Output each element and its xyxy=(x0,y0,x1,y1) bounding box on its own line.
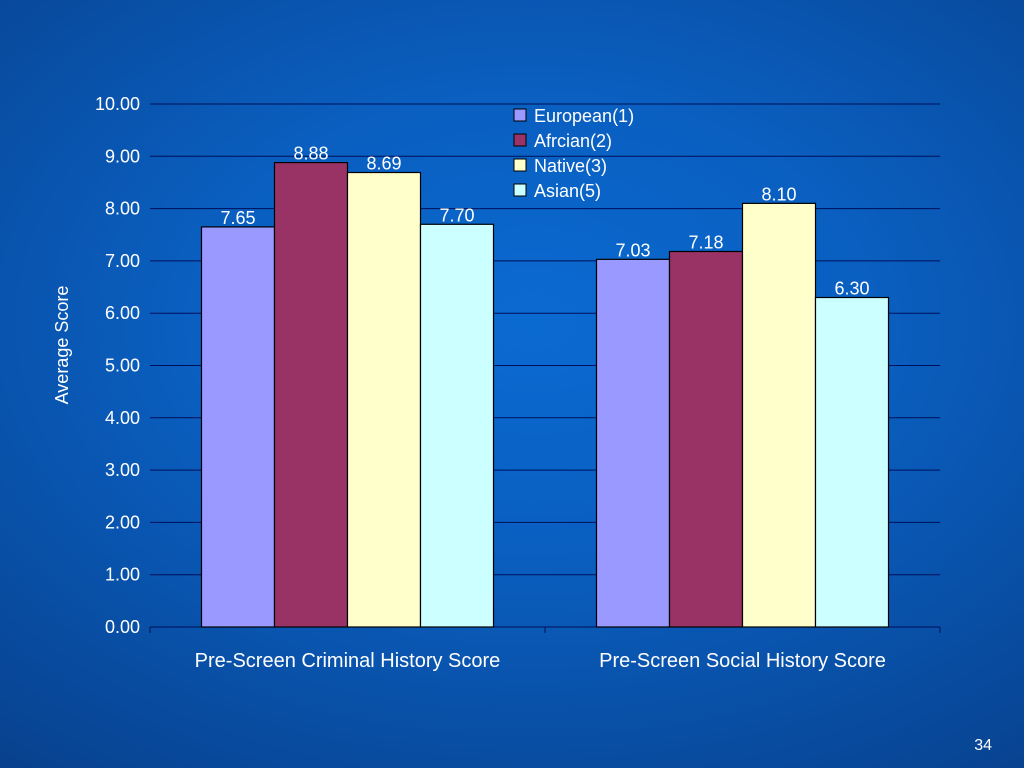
data-label: 8.69 xyxy=(366,154,401,174)
bar xyxy=(595,258,671,628)
y-axis-title: Average Score xyxy=(52,286,72,405)
data-label: 7.65 xyxy=(220,208,255,228)
legend-label: Native(3) xyxy=(534,156,607,176)
bar xyxy=(419,223,495,628)
y-tick-label: 5.00 xyxy=(105,356,140,376)
legend-swatch xyxy=(513,108,527,122)
bar xyxy=(814,296,890,628)
data-label: 6.30 xyxy=(834,279,869,299)
y-tick-label: 4.00 xyxy=(105,408,140,428)
y-tick-label: 0.00 xyxy=(105,617,140,637)
bar xyxy=(346,171,422,628)
y-tick-label: 2.00 xyxy=(105,512,140,532)
bars xyxy=(200,161,890,628)
bar xyxy=(668,250,744,628)
slide-number: 34 xyxy=(974,737,992,754)
legend-label: Asian(5) xyxy=(534,181,601,201)
x-axis-category-labels: Pre-Screen Criminal History Score Pre-Scr… xyxy=(195,650,886,672)
legend-label: European(1) xyxy=(534,106,634,126)
data-label: 7.70 xyxy=(439,205,474,225)
bar xyxy=(273,161,349,628)
legend: European(1) Afrcian(2) Native(3) Asian(5) xyxy=(513,106,634,201)
y-tick-label: 1.00 xyxy=(105,565,140,585)
y-tick-label: 9.00 xyxy=(105,146,140,166)
y-tick-label: 8.00 xyxy=(105,199,140,219)
data-label: 8.10 xyxy=(761,184,796,204)
y-tick-label: 7.00 xyxy=(105,251,140,271)
y-tick-label: 3.00 xyxy=(105,460,140,480)
legend-swatch xyxy=(513,158,527,172)
legend-label: Afrcian(2) xyxy=(534,131,612,151)
legend-swatch xyxy=(513,183,527,197)
data-label: 7.18 xyxy=(688,232,723,252)
bar xyxy=(200,226,276,628)
x-category-label: Pre-Screen Criminal History Score xyxy=(195,650,501,672)
y-axis-tick-labels: 0.00 1.00 2.00 3.00 4.00 5.00 6.00 7.00 8.00 9.00… xyxy=(95,94,140,637)
x-category-label: Pre-Screen Social History Score xyxy=(599,650,886,672)
y-tick-label: 6.00 xyxy=(105,303,140,323)
y-tick-label: 10.00 xyxy=(95,94,140,114)
legend-swatch xyxy=(513,133,527,147)
data-labels: 7.65 8.88 8.69 7.70 7.03 7.18 8.10 6.30 xyxy=(220,144,869,299)
data-label: 7.03 xyxy=(615,240,650,260)
data-label: 8.88 xyxy=(293,144,328,164)
bar xyxy=(741,202,817,628)
